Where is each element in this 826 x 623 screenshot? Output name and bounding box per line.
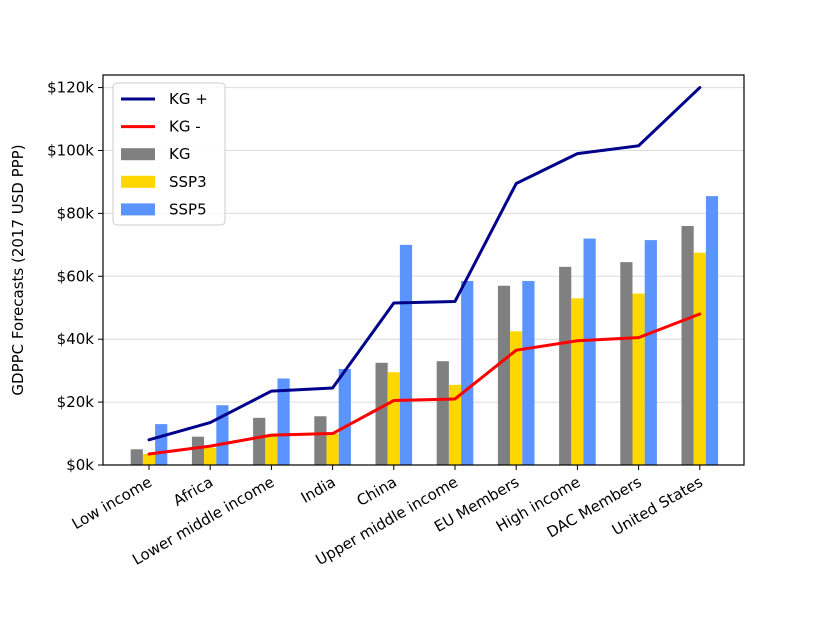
x-tick-label: India bbox=[298, 473, 339, 507]
bar-kg bbox=[497, 285, 511, 465]
bar-ssp3 bbox=[387, 372, 400, 465]
bar-ssp3 bbox=[510, 331, 523, 465]
legend-box bbox=[112, 82, 226, 226]
bar-kg bbox=[130, 449, 143, 465]
bar-kg bbox=[253, 417, 266, 465]
bar-ssp5 bbox=[277, 378, 290, 465]
series-line-kg-minus bbox=[147, 312, 702, 456]
legend-swatch-bar bbox=[121, 175, 155, 188]
bar-kg bbox=[559, 266, 572, 465]
bar-layer bbox=[130, 196, 719, 465]
bar-ssp5 bbox=[705, 196, 719, 465]
bar-ssp5 bbox=[155, 424, 168, 465]
bar-ssp3 bbox=[326, 433, 339, 465]
y-tick-label: $0k bbox=[66, 456, 94, 474]
plot-frame bbox=[102, 74, 745, 466]
bar-kg bbox=[620, 262, 633, 465]
legend-label: KG - bbox=[169, 118, 201, 136]
y-axis-ticks: $0k $20k $40k $60k $80k $100k $120k bbox=[47, 79, 103, 474]
line-layer bbox=[147, 86, 702, 456]
bar-ssp5 bbox=[461, 281, 474, 465]
bar-kg bbox=[191, 436, 205, 465]
legend-label: KG + bbox=[169, 90, 208, 108]
x-tick-label: Low income bbox=[69, 473, 155, 533]
x-tick-label: Africa bbox=[170, 473, 216, 510]
bar-ssp5 bbox=[644, 240, 657, 465]
y-tick-label: $120k bbox=[47, 79, 94, 97]
bar-ssp3 bbox=[204, 447, 217, 465]
y-tick-label: $100k bbox=[47, 141, 94, 159]
y-tick-label: $40k bbox=[57, 330, 95, 348]
bar-ssp3 bbox=[448, 384, 462, 465]
bar-ssp5 bbox=[583, 238, 596, 465]
y-tick-label: $80k bbox=[57, 204, 95, 222]
bar-ssp5 bbox=[338, 369, 351, 465]
bar-ssp3 bbox=[571, 298, 584, 465]
legend-label: SSP5 bbox=[169, 200, 207, 218]
bar-ssp5 bbox=[216, 405, 229, 465]
series-line-kg-plus bbox=[147, 86, 702, 442]
bar-ssp3 bbox=[693, 252, 706, 465]
bar-ssp5 bbox=[522, 281, 535, 465]
bar-ssp3 bbox=[632, 293, 645, 465]
y-tick-label: $60k bbox=[57, 267, 95, 285]
legend: KG + KG - KG SSP3 SSP5 bbox=[112, 82, 226, 226]
legend-swatch-bar bbox=[121, 148, 155, 161]
bar-ssp5 bbox=[399, 244, 413, 465]
y-axis-label: GDPPC Forecasts (2017 USD PPP) bbox=[9, 144, 27, 395]
bar-ssp3 bbox=[265, 435, 278, 465]
y-tick-label: $20k bbox=[57, 393, 95, 411]
legend-label: SSP3 bbox=[169, 173, 207, 191]
legend-label: KG bbox=[169, 145, 190, 163]
legend-swatch-bar bbox=[121, 203, 155, 216]
bar-kg bbox=[681, 225, 694, 465]
x-tick-label: China bbox=[354, 473, 400, 510]
bar-kg bbox=[436, 361, 449, 465]
bar-ssp3 bbox=[142, 453, 156, 465]
bar-kg bbox=[314, 416, 327, 465]
bar-kg bbox=[375, 362, 388, 465]
